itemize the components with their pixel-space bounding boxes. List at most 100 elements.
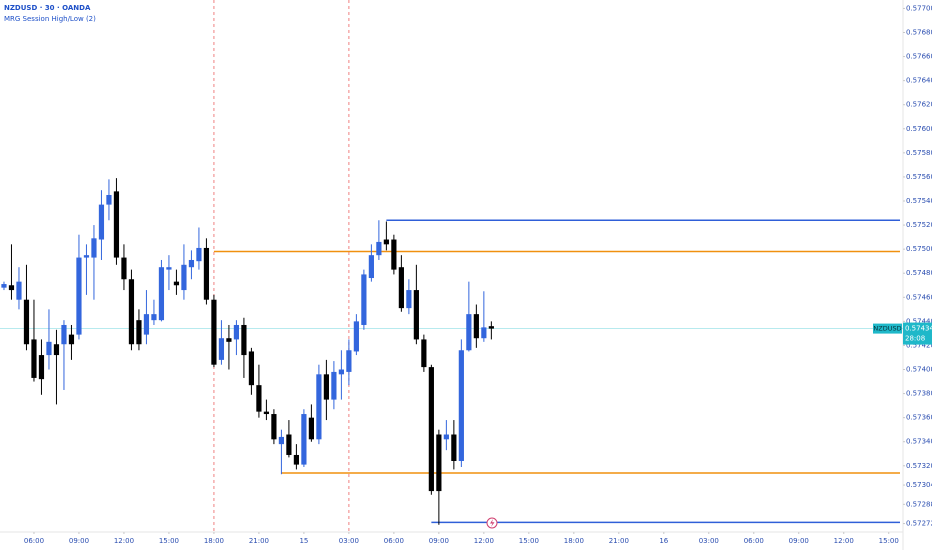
x-tick-label: 09:00 <box>789 537 809 545</box>
y-tick-label: 0.57272 <box>906 520 932 528</box>
candle-body <box>391 239 397 270</box>
candle-body <box>23 299 30 345</box>
candle-body <box>211 299 217 365</box>
candle-body <box>128 279 135 345</box>
candle-body <box>436 434 442 492</box>
x-tick-label: 15:00 <box>519 537 539 545</box>
candle-body <box>91 238 97 258</box>
x-tick-label: 03:00 <box>699 537 719 545</box>
candle-body <box>466 314 472 351</box>
candle-body <box>301 414 307 465</box>
candle-body <box>158 267 165 321</box>
candle-body <box>383 239 389 245</box>
candle-body <box>106 194 112 205</box>
candle-body <box>368 255 374 279</box>
candle-body <box>278 436 285 445</box>
candle-body <box>428 367 434 492</box>
candle-body <box>203 247 210 300</box>
candle-body <box>398 267 404 309</box>
candle-body <box>316 374 322 440</box>
candle-body <box>173 281 180 286</box>
candle-body <box>458 350 464 461</box>
candle-body <box>226 338 232 342</box>
candle-body <box>481 327 487 339</box>
symbol-tag <box>873 323 902 334</box>
x-tick-label: 15 <box>299 537 308 545</box>
candle-body <box>46 341 52 356</box>
candle-body <box>98 204 105 240</box>
price-tag <box>903 322 932 345</box>
price-tag-text: 0.57434 <box>905 325 932 333</box>
candle-body <box>413 290 419 340</box>
x-tick-label: 18:00 <box>204 537 224 545</box>
x-tick-label: 06:00 <box>24 537 44 545</box>
candle-body <box>256 385 262 412</box>
candle-body <box>406 290 412 309</box>
candle-body <box>293 454 300 465</box>
candle-body <box>323 374 329 400</box>
x-tick-label: 12:00 <box>834 537 854 545</box>
x-tick-label: 06:00 <box>744 537 764 545</box>
candle-body <box>353 321 359 352</box>
y-tick-label: 0.57288 <box>906 500 932 508</box>
x-tick-label: 16 <box>659 537 668 545</box>
candle-body <box>8 285 15 291</box>
indicator-name: MRG Session High/Low (2) <box>4 15 96 23</box>
candle-body <box>241 324 247 356</box>
x-tick-label: 12:00 <box>474 537 494 545</box>
candle-body <box>286 434 292 455</box>
candle-body <box>263 411 270 415</box>
candle-body <box>331 371 337 400</box>
candle-body <box>188 259 195 268</box>
candle-body <box>76 257 82 335</box>
countdown-text: 28:08 <box>905 335 925 343</box>
x-tick-label: 15:00 <box>159 537 179 545</box>
candle-body <box>361 274 367 325</box>
y-tick-label: 0.57304 <box>906 481 932 489</box>
candle-body <box>218 338 225 360</box>
candle-body <box>181 264 187 291</box>
candle-body <box>143 314 150 335</box>
candle-body <box>166 267 172 270</box>
candle-body <box>233 324 240 340</box>
x-tick-label: 21:00 <box>609 537 629 545</box>
candle-body <box>53 344 60 356</box>
x-tick-label: 12:00 <box>114 537 134 545</box>
candle-body <box>488 326 494 329</box>
x-tick-label: 21:00 <box>249 537 269 545</box>
candle-body <box>38 355 45 380</box>
candle-body <box>16 281 22 300</box>
candle-body <box>346 350 352 372</box>
x-tick-label: 03:00 <box>339 537 359 545</box>
chart-title: NZDUSD · 30 · OANDA <box>4 4 91 12</box>
x-tick-label: 06:00 <box>384 537 404 545</box>
candle-body <box>68 334 75 345</box>
candle-body <box>136 320 142 345</box>
candle-body <box>451 434 457 461</box>
candle-body <box>61 324 67 345</box>
candle-body <box>308 417 314 440</box>
candle-body <box>421 339 427 368</box>
x-tick-label: 15:00 <box>879 537 899 545</box>
candle-body <box>248 351 255 386</box>
candle-body <box>1 284 7 288</box>
candle-body <box>31 339 37 378</box>
alert-icon-bolt <box>490 519 495 527</box>
x-tick-label: 09:00 <box>429 537 449 545</box>
candle-body <box>121 257 127 280</box>
